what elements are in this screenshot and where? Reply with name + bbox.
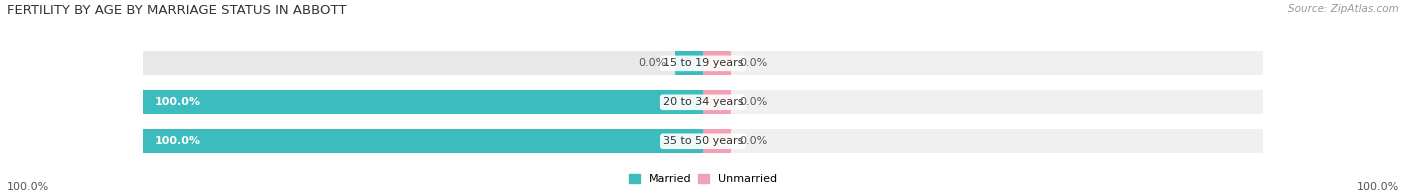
Text: 0.0%: 0.0% — [740, 97, 768, 107]
Bar — [143, 51, 703, 75]
Text: 0.0%: 0.0% — [740, 58, 768, 68]
Bar — [143, 90, 703, 114]
Bar — [703, 129, 1263, 153]
Bar — [143, 129, 703, 153]
Bar — [703, 51, 1263, 75]
Text: 100.0%: 100.0% — [155, 136, 201, 146]
Text: 0.0%: 0.0% — [740, 136, 768, 146]
Text: Source: ZipAtlas.com: Source: ZipAtlas.com — [1288, 4, 1399, 14]
Text: 0.0%: 0.0% — [638, 58, 666, 68]
Bar — [675, 90, 703, 114]
Text: FERTILITY BY AGE BY MARRIAGE STATUS IN ABBOTT: FERTILITY BY AGE BY MARRIAGE STATUS IN A… — [7, 4, 346, 17]
Bar — [703, 90, 731, 114]
Bar — [703, 90, 1263, 114]
Bar — [675, 51, 703, 75]
Text: 35 to 50 years: 35 to 50 years — [662, 136, 744, 146]
Legend: Married, Unmarried: Married, Unmarried — [624, 169, 782, 189]
Bar — [703, 51, 731, 75]
Bar — [143, 129, 703, 153]
Bar — [675, 129, 703, 153]
Text: 15 to 19 years: 15 to 19 years — [662, 58, 744, 68]
Text: 20 to 34 years: 20 to 34 years — [662, 97, 744, 107]
Bar — [703, 129, 731, 153]
Text: 100.0%: 100.0% — [1357, 182, 1399, 192]
Text: 100.0%: 100.0% — [155, 97, 201, 107]
Text: 100.0%: 100.0% — [7, 182, 49, 192]
Bar — [143, 90, 703, 114]
